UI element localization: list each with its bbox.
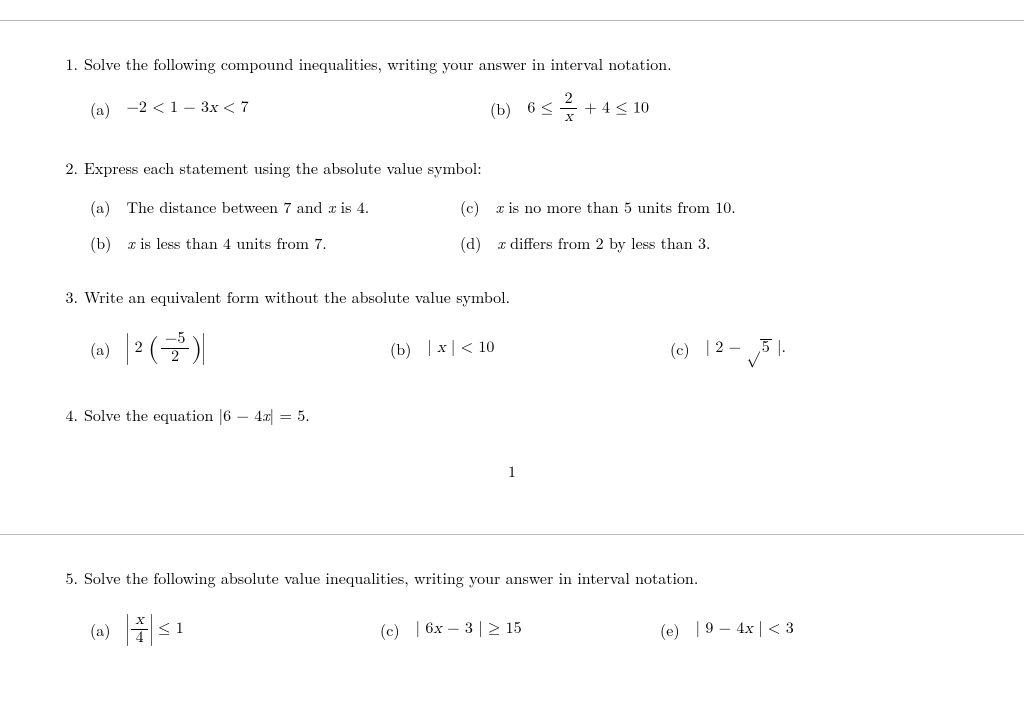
- subpart-label: (e): [660, 617, 680, 643]
- page-break: [0, 534, 1024, 535]
- subpart-label: (d): [460, 230, 481, 256]
- problem-2: 2. Express each statement using the abso…: [60, 155, 964, 256]
- subpart-2d: (d) x differs from 2 by less than 3.: [460, 230, 710, 256]
- subpart-2c: (c) x is no more than 5 units from 10.: [460, 194, 736, 220]
- math-expression: 6 ≤ 2x + 4 ≤ 10: [527, 91, 649, 127]
- problem-text: Express each statement using the absolut…: [84, 155, 964, 181]
- math-expression: | 9 − 4x | < 3: [696, 617, 794, 643]
- problem-3: 3. Write an equivalent form without the …: [60, 284, 964, 375]
- problem-4: 4. Solve the equation |6 − 4x| = 5.: [60, 402, 964, 428]
- problem-text: Write an equivalent form without the abs…: [84, 284, 964, 310]
- subpart-label: (b): [90, 230, 111, 256]
- subpart-label: (c): [380, 617, 400, 643]
- problem-number: 5.: [60, 565, 84, 591]
- subpart-5e: (e) | 9 − 4x | < 3: [660, 617, 794, 643]
- math-expression: | 6x − 3 | ≥ 15: [416, 617, 522, 643]
- problem-number: 1.: [60, 51, 84, 77]
- problem-text: Solve the equation |6 − 4x| = 5.: [84, 402, 964, 428]
- top-border: [0, 20, 1024, 21]
- subpart-label: (c): [460, 194, 480, 220]
- subpart-3a: (a) | 2 (−52)|: [90, 323, 390, 374]
- subpart-label: (b): [490, 96, 511, 122]
- problem-text: Solve the following absolute value inequ…: [84, 565, 964, 591]
- subpart-label: (a): [90, 96, 110, 122]
- math-expression: | 2 − 5 |.: [706, 336, 786, 362]
- subpart-label: (a): [90, 194, 110, 220]
- statement-text: The distance between 7 and x is 4.: [126, 194, 369, 220]
- subpart-label: (c): [670, 336, 690, 362]
- math-expression: | x | < 10: [427, 336, 494, 362]
- subpart-5a: (a) |x4| ≤ 1: [90, 604, 380, 655]
- subpart-2b: (b) x is less than 4 units from 7.: [90, 230, 460, 256]
- problem-number: 2.: [60, 155, 84, 181]
- subpart-label: (a): [90, 617, 110, 643]
- problem-text: Solve the following compound inequalitie…: [84, 51, 964, 77]
- statement-text: x is no more than 5 units from 10.: [496, 194, 736, 220]
- subpart-3b: (b) | x | < 10: [390, 336, 670, 362]
- subpart-1a: (a) −2 < 1 − 3x < 7: [90, 96, 490, 122]
- statement-text: x differs from 2 by less than 3.: [497, 230, 710, 256]
- problem-number: 4.: [60, 402, 84, 428]
- math-expression: |x4| ≤ 1: [126, 604, 183, 655]
- problem-number: 3.: [60, 284, 84, 310]
- math-expression: −2 < 1 − 3x < 7: [126, 96, 248, 122]
- subpart-1b: (b) 6 ≤ 2x + 4 ≤ 10: [490, 91, 649, 127]
- problem-1: 1. Solve the following compound inequali…: [60, 51, 964, 127]
- subpart-3c: (c) | 2 − 5 |.: [670, 336, 786, 362]
- subpart-2a: (a) The distance between 7 and x is 4.: [90, 194, 460, 220]
- subpart-label: (a): [90, 336, 110, 362]
- subpart-5c: (c) | 6x − 3 | ≥ 15: [380, 617, 660, 643]
- math-expression: | 2 (−52)|: [126, 323, 205, 374]
- problem-5: 5. Solve the following absolute value in…: [60, 565, 964, 656]
- subpart-label: (b): [390, 336, 411, 362]
- page-number: 1: [60, 458, 964, 484]
- statement-text: x is less than 4 units from 7.: [127, 230, 326, 256]
